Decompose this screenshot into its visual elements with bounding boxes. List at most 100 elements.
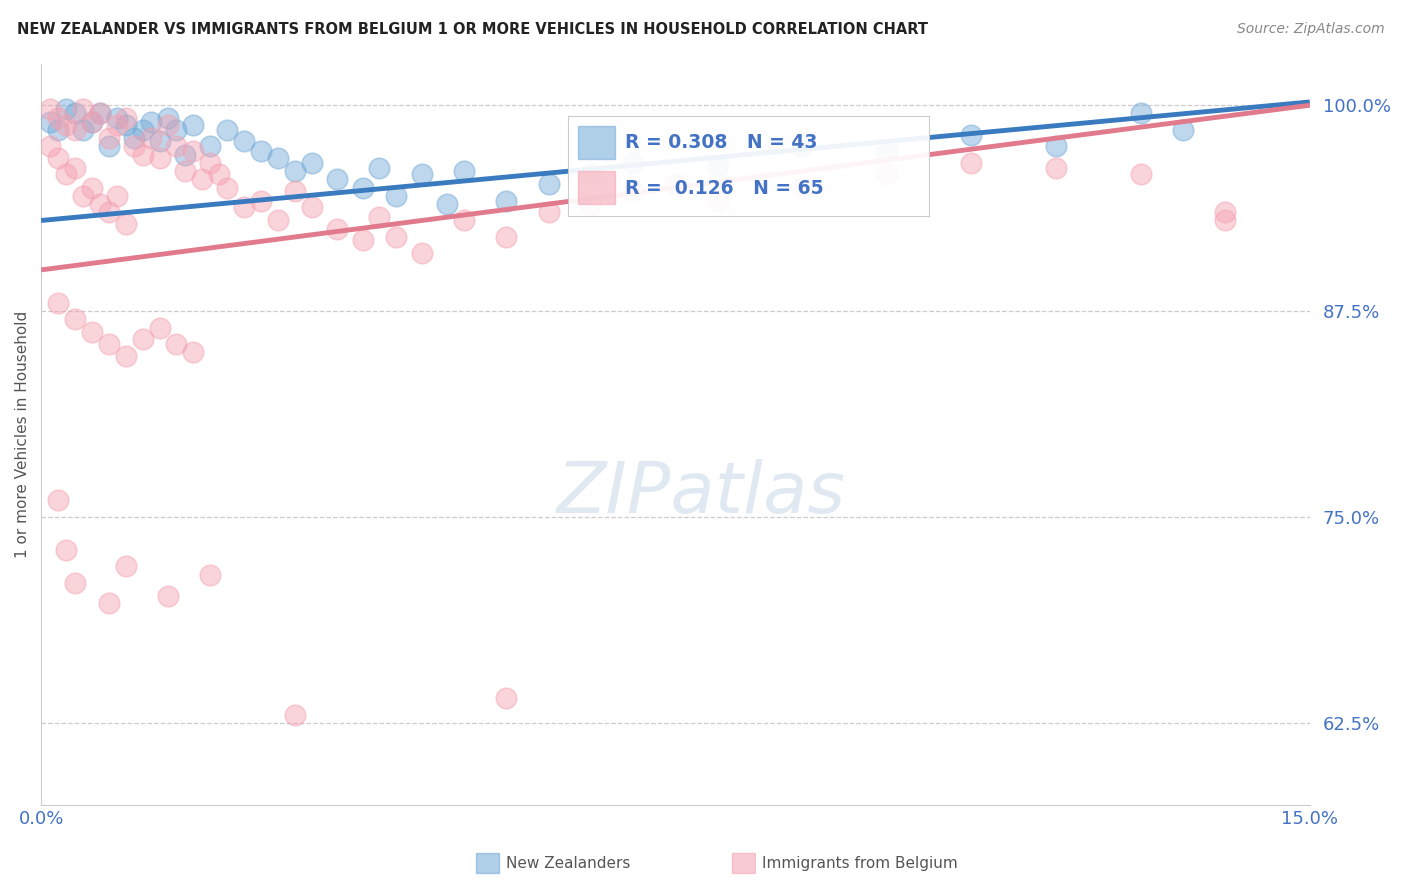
Point xyxy=(46,112,69,126)
Point xyxy=(301,200,323,214)
Point xyxy=(876,145,898,159)
Point xyxy=(664,178,686,192)
Point xyxy=(165,139,187,153)
Y-axis label: 1 or more Vehicles in Household: 1 or more Vehicles in Household xyxy=(15,311,30,558)
Point xyxy=(183,145,205,159)
Point xyxy=(114,349,136,363)
Point xyxy=(1213,213,1236,227)
Point xyxy=(368,161,391,175)
Point xyxy=(453,213,475,227)
Point xyxy=(55,102,77,116)
Point xyxy=(495,194,517,208)
Point xyxy=(89,106,111,120)
Point xyxy=(352,180,374,194)
Point xyxy=(131,332,153,346)
Point xyxy=(183,118,205,132)
Point xyxy=(174,164,197,178)
Point xyxy=(97,337,120,351)
Point xyxy=(233,200,256,214)
Point xyxy=(284,707,307,722)
Point xyxy=(352,233,374,247)
Point xyxy=(267,151,290,165)
Point xyxy=(326,172,349,186)
Point xyxy=(250,145,273,159)
Point xyxy=(267,213,290,227)
Point xyxy=(80,180,103,194)
Point xyxy=(156,589,179,603)
Point xyxy=(250,194,273,208)
Point xyxy=(621,184,644,198)
Bar xyxy=(733,854,755,873)
Point xyxy=(72,123,94,137)
Point xyxy=(72,189,94,203)
Point xyxy=(537,178,560,192)
Point xyxy=(80,114,103,128)
Point xyxy=(1045,139,1067,153)
Point xyxy=(105,118,128,132)
Point xyxy=(326,221,349,235)
Text: Immigrants from Belgium: Immigrants from Belgium xyxy=(762,856,957,871)
Point xyxy=(148,320,170,334)
Point xyxy=(148,151,170,165)
Point xyxy=(46,151,69,165)
Point xyxy=(217,123,239,137)
Point xyxy=(46,493,69,508)
Point xyxy=(208,168,231,182)
Point xyxy=(233,135,256,149)
Point xyxy=(156,118,179,132)
Point xyxy=(97,139,120,153)
Point xyxy=(114,559,136,574)
Point xyxy=(165,123,187,137)
Point xyxy=(55,542,77,557)
Point xyxy=(97,205,120,219)
Point xyxy=(1213,205,1236,219)
Point xyxy=(55,168,77,182)
Point xyxy=(706,194,728,208)
Point xyxy=(139,131,162,145)
Point xyxy=(960,128,983,142)
Point xyxy=(453,164,475,178)
Point xyxy=(46,123,69,137)
Point xyxy=(876,168,898,182)
Point xyxy=(63,106,86,120)
Point xyxy=(55,118,77,132)
Point xyxy=(89,106,111,120)
Point xyxy=(368,211,391,225)
Point xyxy=(38,139,60,153)
Point xyxy=(38,102,60,116)
Point xyxy=(200,139,222,153)
Point xyxy=(1129,168,1152,182)
Point xyxy=(960,156,983,170)
Point xyxy=(284,184,307,198)
Point xyxy=(1129,106,1152,120)
Point xyxy=(105,189,128,203)
Point xyxy=(792,139,814,153)
Point xyxy=(579,168,602,182)
Point xyxy=(80,114,103,128)
Point xyxy=(183,345,205,359)
Point xyxy=(621,156,644,170)
Point xyxy=(63,575,86,590)
Point xyxy=(97,595,120,609)
Point xyxy=(436,197,458,211)
Point xyxy=(174,147,197,161)
Point xyxy=(63,123,86,137)
Point xyxy=(114,118,136,132)
Point xyxy=(385,189,408,203)
Text: ZIPatlas: ZIPatlas xyxy=(557,459,845,528)
Point xyxy=(122,131,145,145)
Point xyxy=(1045,161,1067,175)
Point xyxy=(131,123,153,137)
Text: New Zealanders: New Zealanders xyxy=(506,856,630,871)
Point xyxy=(792,180,814,194)
Point xyxy=(495,691,517,706)
Point xyxy=(411,246,433,260)
Point xyxy=(165,337,187,351)
Point xyxy=(301,156,323,170)
Point xyxy=(191,172,214,186)
Text: NEW ZEALANDER VS IMMIGRANTS FROM BELGIUM 1 OR MORE VEHICLES IN HOUSEHOLD CORRELA: NEW ZEALANDER VS IMMIGRANTS FROM BELGIUM… xyxy=(17,22,928,37)
Point xyxy=(139,114,162,128)
Point xyxy=(114,217,136,231)
Point xyxy=(1171,123,1194,137)
Point xyxy=(579,197,602,211)
